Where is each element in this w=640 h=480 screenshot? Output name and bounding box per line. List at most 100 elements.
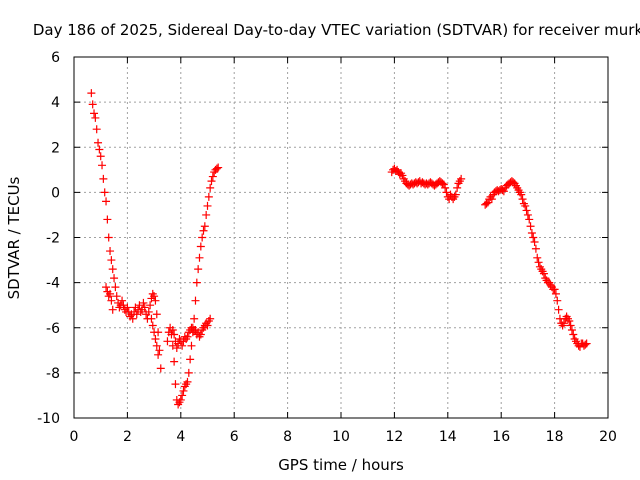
data-point (152, 310, 161, 319)
data-point (151, 335, 160, 344)
data-point (139, 298, 148, 307)
x-tick-label: 12 (385, 429, 403, 445)
x-tick-label: 6 (230, 429, 239, 445)
x-tick-label: 14 (439, 429, 457, 445)
data-point (451, 190, 460, 199)
data-point (523, 210, 532, 219)
data-point (140, 303, 149, 312)
data-point (108, 305, 117, 314)
y-tick-label: -2 (46, 231, 60, 247)
data-point (190, 314, 199, 323)
data-point (176, 395, 185, 404)
data-point (442, 188, 451, 197)
data-point (154, 350, 163, 359)
data-point (91, 113, 100, 122)
data-point (196, 330, 205, 339)
data-point (214, 163, 223, 172)
y-tick-label: -4 (46, 276, 60, 292)
data-point (438, 179, 447, 188)
data-point (550, 285, 559, 294)
data-point (172, 344, 181, 353)
data-point (529, 233, 538, 242)
data-point (155, 346, 164, 355)
data-point (499, 187, 508, 196)
data-point (87, 89, 96, 98)
data-point (102, 283, 111, 292)
data-point (90, 109, 99, 118)
data-point (183, 377, 192, 386)
data-point (526, 222, 535, 231)
data-point (119, 301, 128, 310)
data-point (110, 274, 119, 283)
data-point (103, 215, 112, 224)
data-point (152, 341, 161, 350)
data-point (457, 174, 466, 183)
x-tick-label: 18 (546, 429, 564, 445)
data-point (527, 228, 536, 237)
data-point (551, 289, 560, 298)
data-point (530, 238, 539, 247)
data-point (106, 247, 115, 256)
data-point (92, 125, 101, 134)
y-tick-labels: -10 -8 -6 -4 -2 0 2 4 6 (37, 50, 60, 427)
data-point (148, 321, 157, 330)
data-point (582, 339, 591, 348)
data-point (99, 174, 108, 183)
data-point (98, 161, 107, 170)
data-point (118, 296, 127, 305)
data-point (483, 198, 492, 207)
data-point (170, 357, 179, 366)
data-point (198, 233, 207, 242)
data-point (111, 283, 120, 292)
data-point (212, 164, 221, 173)
data-point (581, 340, 590, 349)
y-tick-label: 2 (51, 140, 60, 156)
data-point (206, 183, 215, 192)
data-point (439, 180, 448, 189)
chart-title: Day 186 of 2025, Sidereal Day-to-day VTE… (33, 21, 640, 39)
data-point (128, 314, 137, 323)
data-point (88, 100, 97, 109)
data-point (195, 253, 204, 262)
y-tick-label: 0 (51, 185, 60, 201)
data-point (106, 289, 115, 298)
data-point (96, 152, 105, 161)
data-point (170, 330, 179, 339)
data-point (196, 242, 205, 251)
x-tick-label: 16 (492, 429, 510, 445)
y-tick-label: 4 (51, 95, 60, 111)
data-point (191, 296, 200, 305)
data-point (108, 265, 117, 274)
data-point (566, 321, 575, 330)
data-point (203, 201, 212, 210)
data-point (453, 183, 462, 192)
x-axis-label: GPS time / hours (278, 456, 404, 474)
x-tick-label: 10 (332, 429, 350, 445)
data-point (539, 269, 548, 278)
data-point (107, 256, 116, 265)
data-point (179, 386, 188, 395)
data-point (553, 296, 562, 305)
data-point (150, 328, 159, 337)
data-point (487, 195, 496, 204)
data-point (150, 292, 159, 301)
data-point (203, 321, 212, 330)
data-point (135, 301, 144, 310)
data-point (168, 341, 177, 350)
data-point (178, 391, 187, 400)
data-point (171, 380, 180, 389)
y-axis-label: SDTVAR / TECUs (5, 176, 23, 299)
data-point (533, 253, 542, 262)
data-point (132, 310, 141, 319)
data-point (102, 197, 111, 206)
data-point (186, 355, 195, 364)
x-tick-label: 2 (123, 429, 132, 445)
y-tick-label: 6 (51, 50, 60, 66)
data-point (565, 316, 574, 325)
y-tick-label: -6 (46, 321, 60, 337)
data-point (522, 206, 531, 215)
data-point (147, 314, 156, 323)
data-point (531, 244, 540, 253)
data-point (151, 296, 160, 305)
